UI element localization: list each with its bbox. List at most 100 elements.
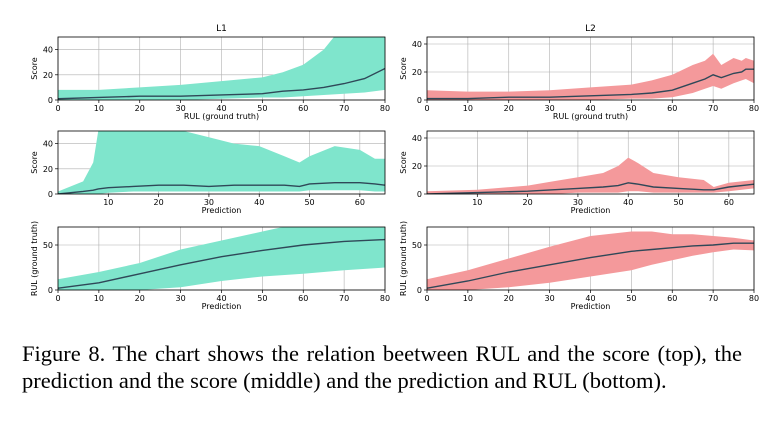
x-tick-label: 60 (298, 104, 308, 113)
x-tick-label: 20 (154, 198, 164, 207)
y-tick-label: 20 (43, 165, 53, 174)
x-tick-label: 50 (257, 294, 267, 303)
x-tick-label: 20 (135, 294, 145, 303)
x-tick-label: 40 (216, 294, 226, 303)
x-tick-label: 60 (355, 198, 365, 207)
x-tick-label: 70 (708, 104, 718, 113)
y-tick-label: 50 (43, 241, 53, 250)
x-axis-label: Prediction (202, 206, 242, 215)
x-tick-label: 10 (463, 104, 473, 113)
panel-l1-mid: 10 20 30 40 50 60 0 20 40 Prediction Score (30, 130, 386, 215)
x-tick-label: 40 (216, 104, 226, 113)
x-tick-label: 30 (573, 198, 583, 207)
x-tick-label: 10 (94, 294, 104, 303)
chart-title: L2 (585, 24, 596, 34)
y-tick-label: 50 (412, 241, 422, 250)
x-tick-label: 40 (585, 294, 595, 303)
range-band (427, 231, 754, 290)
x-axis-label: Prediction (571, 206, 611, 215)
x-tick-label: 30 (176, 294, 186, 303)
y-axis-label: Score (30, 57, 39, 79)
x-tick-label: 30 (545, 294, 555, 303)
x-tick-label: 0 (424, 104, 429, 113)
y-tick-label: 20 (43, 71, 53, 80)
x-tick-label: 10 (463, 294, 473, 303)
y-axis-label: Score (399, 151, 408, 173)
x-tick-label: 40 (254, 198, 264, 207)
x-tick-label: 0 (55, 104, 60, 113)
x-tick-label: 80 (749, 294, 759, 303)
x-tick-label: 30 (545, 104, 555, 113)
figure-caption: Figure 8. The chart shows the relation b… (22, 341, 742, 393)
panel-l2-mid: 10 20 30 40 50 60 0 20 40 Prediction Score (399, 130, 755, 215)
x-tick-label: 40 (585, 104, 595, 113)
x-tick-label: 40 (623, 198, 633, 207)
y-tick-label: 0 (48, 190, 53, 199)
mean-line (427, 68, 754, 100)
x-tick-label: 50 (257, 104, 267, 113)
x-tick-label: 60 (667, 294, 677, 303)
x-tick-label: 70 (339, 104, 349, 113)
x-tick-label: 60 (298, 294, 308, 303)
y-tick-label: 40 (412, 134, 422, 143)
x-tick-label: 80 (749, 104, 759, 113)
x-tick-label: 70 (708, 294, 718, 303)
x-tick-label: 10 (472, 198, 482, 207)
panel-l2-bot: 0 10 20 30 40 50 60 70 80 0 50 Prediction RUL (groun… (399, 221, 759, 311)
x-tick-label: 80 (380, 104, 390, 113)
x-tick-label: 30 (176, 104, 186, 113)
y-tick-label: 20 (412, 68, 422, 77)
y-tick-label: 0 (48, 286, 53, 295)
range-band (427, 157, 754, 194)
x-tick-label: 50 (626, 104, 636, 113)
x-tick-label: 80 (380, 294, 390, 303)
range-band (58, 227, 385, 290)
axes-frame (426, 130, 755, 195)
x-tick-label: 50 (304, 198, 314, 207)
y-axis-label: Score (399, 57, 408, 79)
range-band (58, 131, 385, 194)
y-tick-label: 20 (412, 162, 422, 171)
x-tick-label: 10 (103, 198, 113, 207)
mean-line (58, 238, 385, 289)
x-tick-label: 10 (94, 104, 104, 113)
x-tick-label: 70 (339, 294, 349, 303)
x-axis-label: RUL (ground truth) (184, 112, 259, 121)
x-tick-label: 30 (204, 198, 214, 207)
x-axis-label: Prediction (202, 302, 242, 311)
y-tick-label: 40 (43, 140, 53, 149)
y-tick-label: 0 (417, 96, 422, 105)
x-axis-label: RUL (ground truth) (553, 112, 628, 121)
mean-line (58, 181, 385, 194)
panel-l1-bot: 0 10 20 30 40 50 60 70 80 0 50 Prediction RUL (groun… (30, 221, 390, 311)
x-tick-label: 20 (504, 294, 514, 303)
x-tick-label: 50 (673, 198, 683, 207)
y-axis-label: RUL (ground truth) (399, 221, 408, 296)
chart-title: L1 (216, 24, 227, 34)
x-tick-label: 60 (724, 198, 734, 207)
y-tick-label: 0 (417, 190, 422, 199)
x-tick-label: 0 (424, 294, 429, 303)
x-tick-label: 20 (504, 104, 514, 113)
x-tick-label: 50 (626, 294, 636, 303)
y-axis-label: RUL (ground truth) (30, 221, 39, 296)
mean-line (58, 67, 385, 100)
x-tick-label: 60 (667, 104, 677, 113)
axes-frame (57, 130, 386, 195)
mean-line (427, 242, 754, 289)
x-tick-label: 0 (55, 294, 60, 303)
y-tick-label: 0 (48, 96, 53, 105)
mean-line (427, 182, 754, 194)
y-tick-label: 0 (417, 286, 422, 295)
x-tick-label: 20 (135, 104, 145, 113)
x-axis-label: Prediction (571, 302, 611, 311)
x-tick-label: 20 (523, 198, 533, 207)
y-tick-label: 40 (412, 40, 422, 49)
y-axis-label: Score (30, 151, 39, 173)
range-band (58, 37, 385, 100)
y-tick-label: 40 (43, 46, 53, 55)
range-band (427, 53, 754, 100)
